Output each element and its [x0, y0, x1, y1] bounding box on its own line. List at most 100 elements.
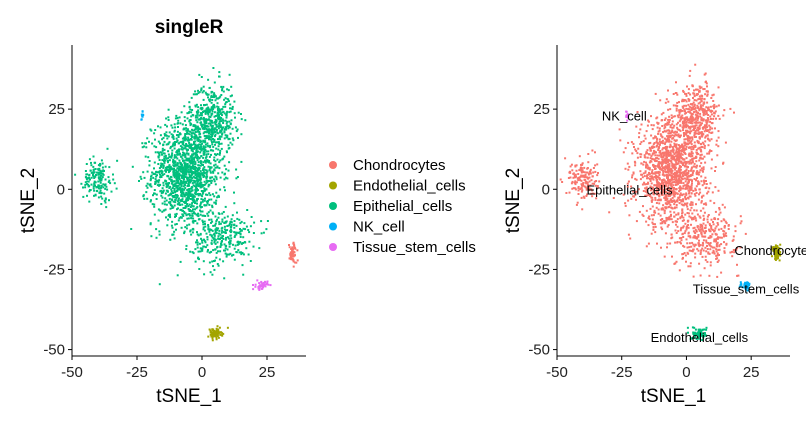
data-point	[645, 220, 648, 223]
data-point	[698, 239, 700, 242]
data-point	[677, 168, 680, 171]
data-point	[687, 182, 690, 184]
data-point	[208, 155, 211, 158]
data-point	[209, 170, 212, 173]
data-point	[219, 176, 222, 179]
data-point	[678, 136, 681, 139]
data-point	[167, 150, 170, 153]
data-point	[686, 176, 689, 179]
data-point	[186, 112, 189, 115]
data-point	[221, 111, 224, 114]
data-point	[189, 162, 192, 165]
data-point	[191, 150, 194, 153]
data-point	[194, 125, 197, 128]
data-point	[656, 242, 658, 245]
data-point	[712, 221, 714, 223]
data-point	[245, 225, 248, 228]
data-point	[683, 161, 686, 164]
data-point	[645, 188, 648, 191]
data-point	[650, 124, 653, 127]
data-point	[697, 116, 700, 119]
data-point	[258, 247, 261, 250]
data-point	[216, 97, 219, 100]
data-point	[698, 159, 701, 162]
data-point	[676, 158, 679, 161]
data-point	[699, 274, 702, 277]
data-point	[224, 172, 226, 175]
data-point	[86, 194, 88, 197]
data-point	[225, 112, 228, 115]
data-point	[707, 137, 709, 140]
data-point	[695, 120, 698, 123]
data-point	[574, 180, 577, 183]
data-point	[670, 213, 672, 216]
data-point	[182, 174, 184, 177]
data-point	[654, 196, 657, 199]
data-point	[202, 214, 205, 217]
data-point	[707, 214, 710, 216]
data-point	[215, 338, 218, 341]
data-point	[659, 99, 662, 102]
data-point	[291, 247, 294, 250]
data-point	[190, 149, 193, 152]
data-point	[200, 206, 203, 208]
data-point	[682, 89, 685, 92]
data-point	[696, 141, 699, 144]
data-point	[684, 165, 687, 168]
data-point	[243, 222, 246, 225]
data-point	[146, 170, 149, 173]
data-point	[264, 283, 267, 286]
data-point	[194, 147, 197, 150]
data-point	[682, 129, 684, 132]
data-point	[572, 187, 575, 190]
data-point	[209, 330, 212, 333]
data-point	[175, 212, 178, 215]
data-point	[194, 146, 196, 149]
data-point	[661, 218, 664, 220]
data-point	[669, 131, 672, 134]
data-point	[698, 95, 701, 98]
data-point	[666, 182, 669, 185]
data-point	[229, 228, 232, 231]
data-point	[84, 183, 87, 186]
data-point	[718, 208, 721, 211]
data-point	[645, 183, 648, 186]
data-point	[205, 179, 208, 182]
data-point	[217, 250, 219, 253]
data-point	[97, 168, 100, 171]
data-point	[682, 244, 685, 247]
data-point	[693, 99, 696, 101]
data-point	[217, 194, 220, 197]
data-point	[691, 161, 694, 164]
data-point	[703, 108, 706, 111]
data-point	[645, 165, 648, 168]
data-point	[702, 108, 705, 111]
data-point	[223, 130, 226, 133]
data-point	[203, 174, 206, 177]
data-point	[202, 90, 205, 93]
data-point	[198, 258, 200, 261]
legend-key	[329, 181, 337, 190]
data-point	[143, 197, 146, 200]
data-point	[195, 241, 197, 244]
data-point	[160, 163, 163, 166]
data-point	[706, 101, 709, 104]
data-point	[575, 181, 578, 184]
data-point	[624, 202, 627, 205]
data-point	[691, 103, 694, 105]
data-point	[184, 146, 187, 149]
data-point	[194, 180, 197, 183]
data-point	[712, 249, 715, 252]
data-point	[140, 118, 143, 121]
legend: ChondrocytesEndothelial_cellsEpithelial_…	[329, 157, 476, 256]
data-point	[194, 156, 197, 159]
data-point	[701, 104, 704, 107]
data-point	[695, 149, 698, 151]
data-point	[709, 149, 711, 152]
data-point	[207, 145, 210, 148]
data-point	[596, 185, 599, 187]
data-point	[197, 192, 200, 195]
data-point	[707, 251, 710, 254]
data-point	[187, 205, 190, 207]
data-point	[293, 251, 296, 254]
